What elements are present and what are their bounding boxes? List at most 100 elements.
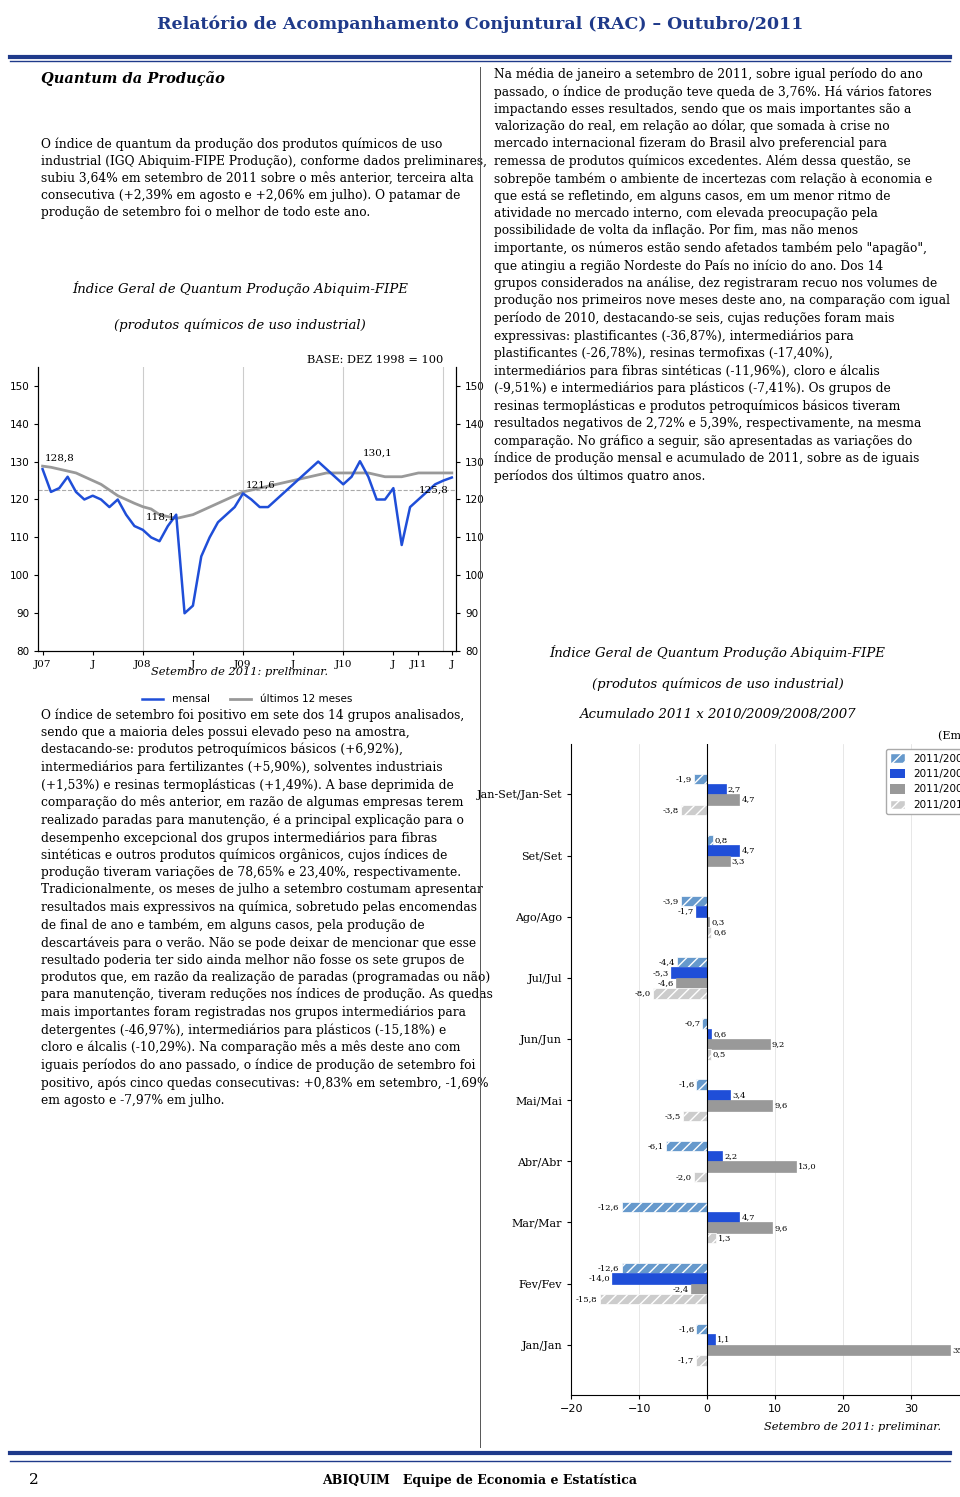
Text: -1,6: -1,6	[678, 1325, 694, 1334]
Text: 128,8: 128,8	[45, 454, 75, 463]
Bar	[682, 805, 708, 816]
Text: -6,1: -6,1	[648, 1142, 663, 1150]
Bar	[708, 927, 711, 937]
Bar	[708, 1028, 711, 1039]
Text: -0,7: -0,7	[684, 1019, 701, 1027]
Text: O índice de setembro foi positivo em sete dos 14 grupos analisados,
sendo que a : O índice de setembro foi positivo em set…	[41, 708, 493, 1106]
Text: 9,6: 9,6	[775, 1102, 788, 1109]
Text: -1,7: -1,7	[678, 1356, 693, 1364]
Text: 4,7: 4,7	[741, 795, 755, 804]
Text: BASE: DEZ 1998 = 100: BASE: DEZ 1998 = 100	[307, 355, 444, 365]
Text: Quantum da Produção: Quantum da Produção	[41, 70, 226, 85]
Bar	[708, 1213, 739, 1223]
Bar	[693, 1172, 708, 1183]
Bar	[708, 1151, 722, 1162]
Text: -4,4: -4,4	[659, 958, 675, 966]
Text: 4,7: 4,7	[741, 1213, 755, 1222]
Text: 3,3: 3,3	[732, 856, 745, 865]
Text: -2,4: -2,4	[673, 1284, 689, 1293]
Text: -5,3: -5,3	[653, 969, 669, 976]
Text: -1,7: -1,7	[678, 907, 693, 916]
Bar	[708, 1234, 716, 1244]
Text: 9,2: 9,2	[772, 1040, 785, 1048]
Text: 0,6: 0,6	[713, 928, 727, 936]
Text: 2: 2	[29, 1473, 38, 1487]
Legend: mensal, últimos 12 meses: mensal, últimos 12 meses	[138, 690, 356, 708]
Text: 2,2: 2,2	[724, 1153, 737, 1160]
Bar	[708, 1100, 773, 1111]
Text: -4,6: -4,6	[658, 979, 674, 987]
Bar	[708, 856, 730, 865]
Text: -2,0: -2,0	[676, 1174, 691, 1181]
Text: (Em %): (Em %)	[938, 731, 960, 741]
Text: 0,3: 0,3	[711, 918, 725, 927]
Bar	[708, 1049, 710, 1060]
Text: -3,8: -3,8	[663, 805, 680, 814]
Bar	[708, 1223, 773, 1234]
Bar	[708, 1090, 731, 1100]
Text: Setembro de 2011: preliminar.: Setembro de 2011: preliminar.	[763, 1422, 941, 1431]
Text: 2,7: 2,7	[728, 786, 741, 793]
Bar	[708, 1039, 770, 1049]
Bar	[708, 846, 739, 856]
Text: 0,6: 0,6	[713, 1030, 727, 1037]
Bar	[653, 988, 708, 998]
Bar	[703, 1018, 708, 1028]
Text: 1,3: 1,3	[718, 1234, 732, 1243]
Text: 13,0: 13,0	[798, 1163, 816, 1171]
Text: ABIQUIM   Equipe de Economia e Estatística: ABIQUIM Equipe de Economia e Estatística	[323, 1473, 637, 1487]
Text: -14,0: -14,0	[588, 1274, 610, 1283]
Text: (produtos químicos de uso industrial): (produtos químicos de uso industrial)	[591, 678, 844, 692]
Bar	[621, 1202, 708, 1213]
Text: 0,8: 0,8	[714, 835, 728, 844]
Bar	[691, 1283, 708, 1293]
Text: 130,1: 130,1	[363, 449, 393, 458]
Bar	[708, 1162, 796, 1172]
Text: -3,9: -3,9	[662, 897, 679, 906]
Bar	[665, 1141, 708, 1151]
Bar	[708, 1334, 714, 1344]
Text: (produtos químicos de uso industrial): (produtos químicos de uso industrial)	[114, 319, 366, 332]
Text: 35,7: 35,7	[952, 1346, 960, 1353]
Bar	[600, 1293, 708, 1304]
Text: Relatório de Acompanhamento Conjuntural (RAC) – Outubro/2011: Relatório de Acompanhamento Conjuntural …	[156, 15, 804, 33]
Text: Índice Geral de Quantum Produção Abiquim-FIPE: Índice Geral de Quantum Produção Abiquim…	[72, 281, 408, 296]
Text: -1,9: -1,9	[676, 775, 692, 783]
Bar	[696, 1079, 708, 1090]
Bar	[696, 1355, 708, 1365]
Text: -12,6: -12,6	[598, 1204, 619, 1211]
Bar	[676, 978, 708, 988]
Legend: 2011/2007, 2011/2008, 2011/2009, 2011/2010: 2011/2007, 2011/2008, 2011/2009, 2011/20…	[885, 748, 960, 814]
Bar	[621, 1263, 708, 1274]
Text: O índice de quantum da produção dos produtos químicos de uso
industrial (IGQ Abi: O índice de quantum da produção dos prod…	[41, 138, 488, 219]
Text: 1,1: 1,1	[717, 1335, 731, 1344]
Text: Setembro de 2011: preliminar.: Setembro de 2011: preliminar.	[152, 668, 328, 677]
Bar	[612, 1274, 708, 1283]
Bar	[684, 1111, 708, 1121]
Bar	[708, 1344, 950, 1355]
Text: Na média de janeiro a setembro de 2011, sobre igual período do ano
passado, o ín: Na média de janeiro a setembro de 2011, …	[494, 67, 950, 484]
Text: -12,6: -12,6	[598, 1263, 619, 1272]
Text: 3,4: 3,4	[732, 1091, 746, 1099]
Text: -15,8: -15,8	[576, 1295, 598, 1304]
Text: 0,5: 0,5	[712, 1051, 726, 1058]
Text: -3,5: -3,5	[665, 1112, 682, 1120]
Bar	[696, 906, 708, 916]
Bar	[694, 774, 708, 784]
Bar	[671, 967, 708, 978]
Bar	[708, 916, 709, 927]
Text: 4,7: 4,7	[741, 846, 755, 855]
Text: 125,8: 125,8	[419, 485, 448, 494]
Text: Índice Geral de Quantum Produção Abiquim-FIPE: Índice Geral de Quantum Produção Abiquim…	[550, 645, 885, 660]
Bar	[678, 957, 708, 967]
Bar	[708, 784, 726, 795]
Text: 9,6: 9,6	[775, 1223, 788, 1232]
Bar	[696, 1323, 708, 1334]
Text: 118,1: 118,1	[145, 513, 175, 522]
Bar	[708, 795, 739, 805]
Text: 121,6: 121,6	[246, 481, 276, 490]
Text: Acumulado 2011 x 2010/2009/2008/2007: Acumulado 2011 x 2010/2009/2008/2007	[579, 708, 856, 722]
Text: -1,6: -1,6	[678, 1081, 694, 1088]
Text: -8,0: -8,0	[635, 990, 651, 997]
Bar	[681, 895, 708, 906]
